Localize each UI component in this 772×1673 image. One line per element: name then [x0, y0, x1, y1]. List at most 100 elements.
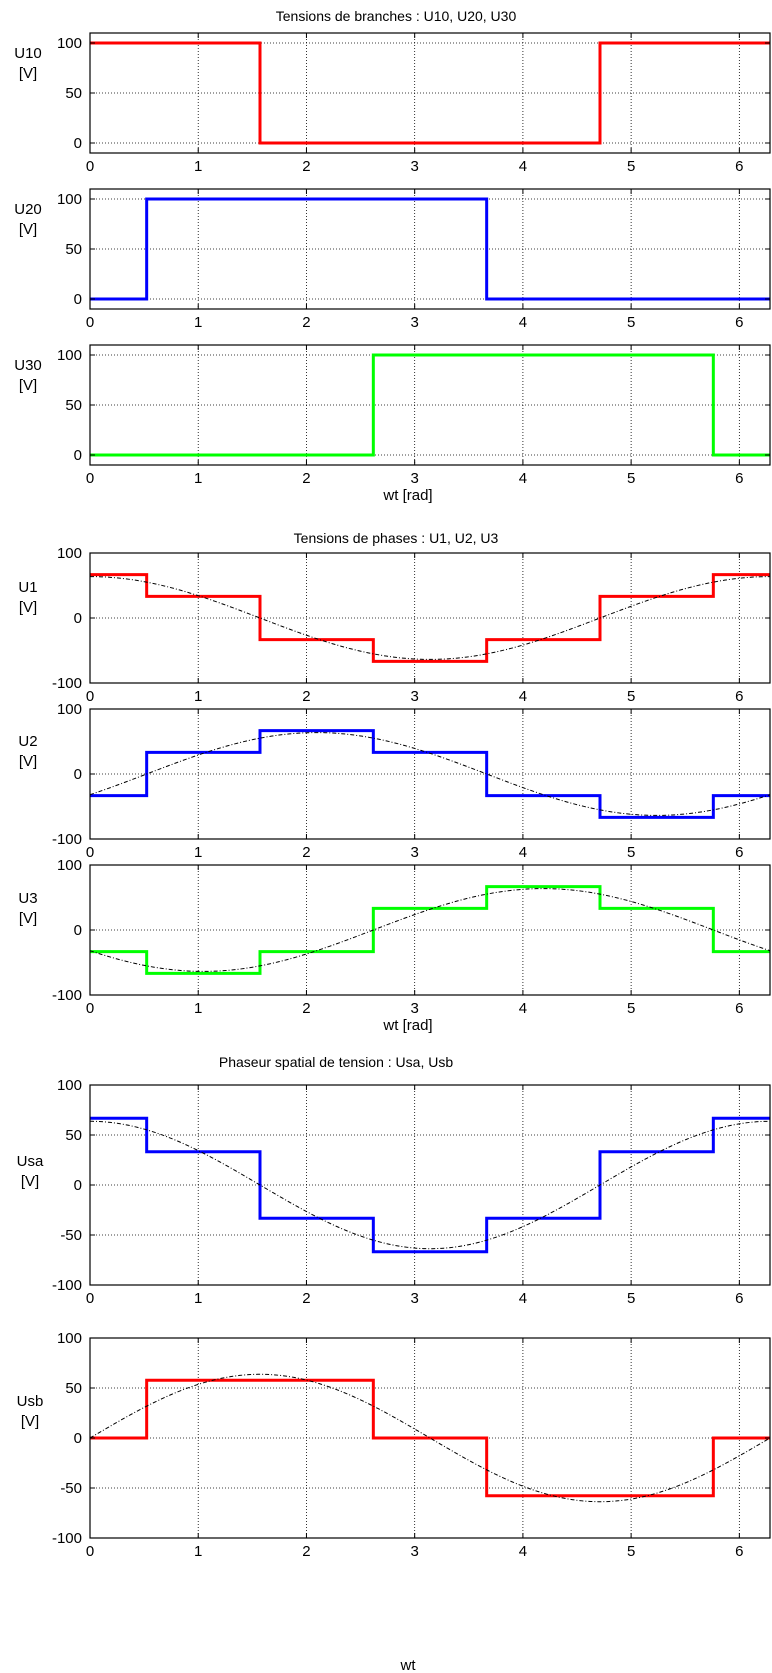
u1-signal-line [90, 573, 770, 663]
usa-panel: 0 1 2 3 4 5 6 -100 -50 0 50 100 [52, 1077, 771, 1307]
u10-ytick-label: 50 [65, 85, 82, 102]
u3-xtick-label: 6 [735, 1000, 743, 1017]
usb-ylabel-unit: [V] [21, 1413, 39, 1430]
usa-fundamental-line [89, 1120, 771, 1250]
u1-xtick-label: 6 [735, 688, 743, 705]
figure-2-xlabel: wt [rad] [382, 1017, 432, 1034]
u10-panel: 0 1 2 3 4 5 6 0 50 100 [57, 32, 771, 175]
u3-ytick-label: 0 [74, 922, 82, 939]
u2-xtick-label: 1 [194, 844, 202, 861]
usa-ylabel: Usa [17, 1153, 44, 1170]
usa-ylabel-unit: [V] [21, 1173, 39, 1190]
u20-xtick-label: 5 [627, 314, 635, 331]
u30-xtick-label: 0 [86, 470, 94, 487]
u10-ylabel: U10 [14, 45, 42, 62]
usa-ytick-label: 50 [65, 1127, 82, 1144]
u1-ylabel: U1 [18, 579, 37, 596]
u20-ytick-label: 0 [74, 291, 82, 308]
usa-xtick-label: 5 [627, 1290, 635, 1307]
usb-xtick-label: 3 [411, 1543, 419, 1560]
u30-xtick-label: 1 [194, 470, 202, 487]
u3-ylabel: U3 [18, 890, 37, 907]
u3-xtick-label: 5 [627, 1000, 635, 1017]
u2-xtick-label: 2 [302, 844, 310, 861]
usb-signal-line [90, 1378, 770, 1498]
usb-ytick-label: -50 [60, 1480, 82, 1497]
u20-panel: 0 1 2 3 4 5 6 0 50 100 [57, 188, 771, 331]
usa-signal-line [90, 1116, 770, 1254]
usb-xtick-label: 6 [735, 1543, 743, 1560]
u2-ylabel: U2 [18, 733, 37, 750]
u20-signal-line [90, 197, 770, 301]
u30-xtick-label: 4 [519, 470, 527, 487]
u2-signal-line [90, 729, 770, 819]
u3-xtick-label: 4 [519, 1000, 527, 1017]
usb-ytick-label: 100 [57, 1330, 82, 1347]
u10-xtick-label: 0 [86, 158, 94, 175]
usa-ytick-label: 0 [74, 1177, 82, 1194]
u30-ylabel-unit: [V] [19, 377, 37, 394]
u2-ytick-label: -100 [52, 831, 82, 848]
u30-ytick-label: 50 [65, 397, 82, 414]
u10-xtick-label: 1 [194, 158, 202, 175]
u2-xtick-label: 0 [86, 844, 94, 861]
u2-xtick-label: 3 [411, 844, 419, 861]
usb-panel: 0 1 2 3 4 5 6 -100 -50 0 50 100 [52, 1330, 771, 1560]
u20-ylabel-unit: [V] [19, 221, 37, 238]
usa-ytick-label: -100 [52, 1277, 82, 1294]
u30-xtick-label: 5 [627, 470, 635, 487]
u10-signal-line [90, 41, 770, 145]
u1-ylabel-unit: [V] [19, 599, 37, 616]
figure-2-title: Tensions de phases : U1, U2, U3 [294, 530, 499, 546]
u20-xtick-label: 0 [86, 314, 94, 331]
u2-fundamental-line [89, 732, 771, 816]
u3-xtick-label: 0 [86, 1000, 94, 1017]
usa-xtick-label: 1 [194, 1290, 202, 1307]
usa-ytick-label: -50 [60, 1227, 82, 1244]
usb-ytick-label: 0 [74, 1430, 82, 1447]
u1-xtick-label: 3 [411, 688, 419, 705]
u1-xtick-label: 1 [194, 688, 202, 705]
u1-fundamental-line [90, 576, 770, 660]
u1-xtick-label: 5 [627, 688, 635, 705]
usb-xtick-label: 4 [519, 1543, 527, 1560]
u1-ytick-label: -100 [52, 675, 82, 692]
u10-xtick-label: 4 [519, 158, 527, 175]
u3-xtick-label: 3 [411, 1000, 419, 1017]
usb-ytick-label: 50 [65, 1380, 82, 1397]
u30-xtick-label: 6 [735, 470, 743, 487]
u20-xtick-label: 1 [194, 314, 202, 331]
u20-xtick-label: 3 [411, 314, 419, 331]
usa-xtick-label: 2 [302, 1290, 310, 1307]
u10-xtick-label: 3 [411, 158, 419, 175]
u3-xtick-label: 1 [194, 1000, 202, 1017]
usa-xtick-label: 4 [519, 1290, 527, 1307]
usb-xtick-label: 0 [86, 1543, 94, 1560]
u10-ylabel-unit: [V] [19, 65, 37, 82]
usb-fundamental-line [89, 1373, 771, 1503]
u20-ytick-label: 50 [65, 241, 82, 258]
u10-xtick-label: 6 [735, 158, 743, 175]
usb-xtick-label: 5 [627, 1543, 635, 1560]
usb-xtick-label: 2 [302, 1543, 310, 1560]
u1-xtick-label: 4 [519, 688, 527, 705]
u30-ylabel: U30 [14, 357, 42, 374]
u3-ylabel-unit: [V] [19, 910, 37, 927]
u30-xtick-label: 3 [411, 470, 419, 487]
u3-xtick-label: 2 [302, 1000, 310, 1017]
u10-ytick-label: 0 [74, 135, 82, 152]
u30-xtick-label: 2 [302, 470, 310, 487]
usa-xtick-label: 0 [86, 1290, 94, 1307]
u20-xtick-label: 2 [302, 314, 310, 331]
u30-signal-line [90, 353, 770, 457]
u3-fundamental-line [89, 888, 771, 972]
u10-ytick-label: 100 [57, 35, 82, 52]
u30-ytick-label: 0 [74, 447, 82, 464]
figure-1-xlabel: wt [rad] [382, 487, 432, 504]
usb-xtick-label: 1 [194, 1543, 202, 1560]
